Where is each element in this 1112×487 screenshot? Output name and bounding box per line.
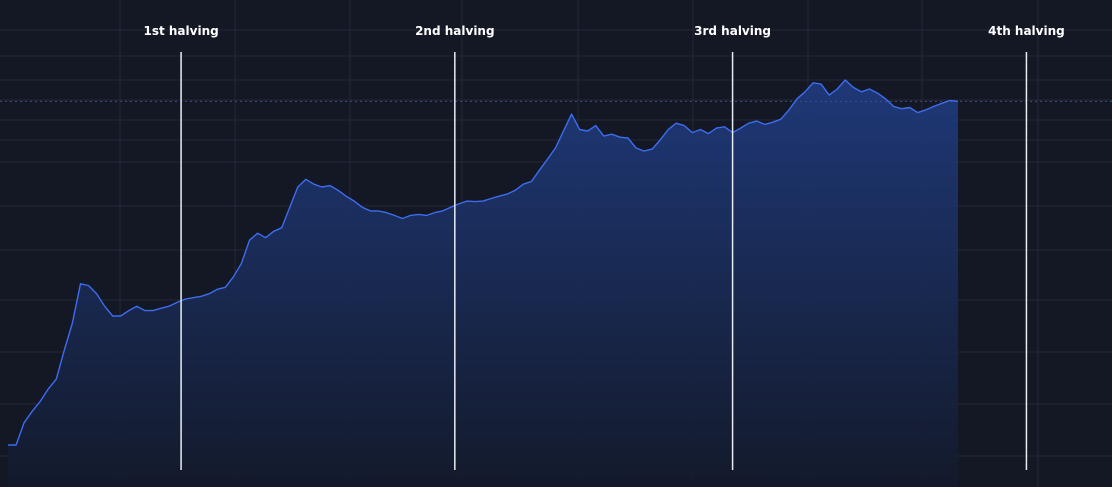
halving-label-4: 4th halving [988,24,1065,38]
halving-markers: 1st halving 2nd halving 3rd halving 4th hal… [143,24,1065,470]
halving-label-2: 2nd halving [415,24,494,38]
price-series-line [8,79,959,446]
price-area [8,80,958,487]
halving-label-3: 3rd halving [694,24,771,38]
halving-label-1: 1st halving [143,24,218,38]
